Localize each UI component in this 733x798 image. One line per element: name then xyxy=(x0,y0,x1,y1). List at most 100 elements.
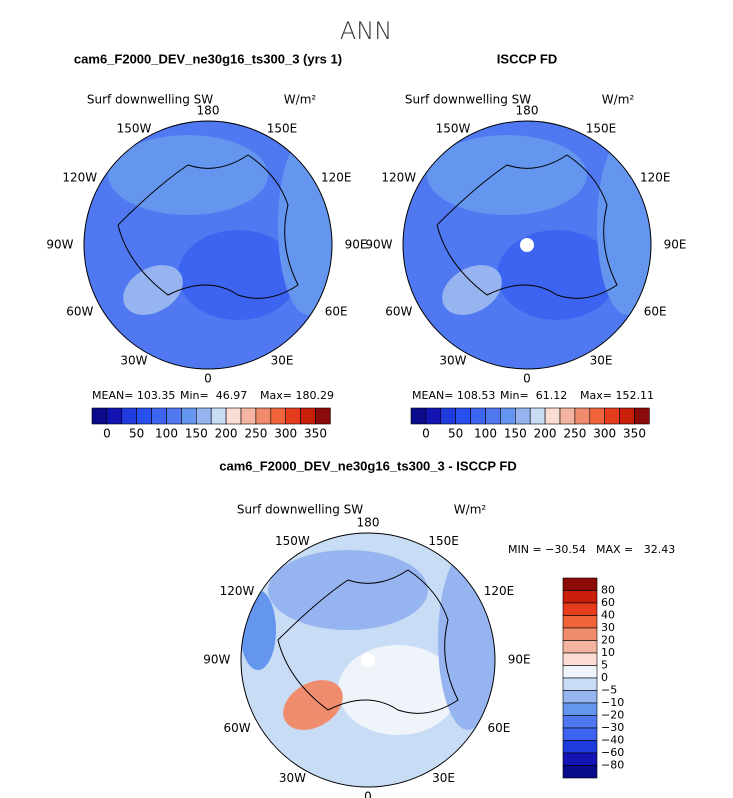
panel-title: cam6_F2000_DEV_ne30g16_ts300_3 (yrs 1) xyxy=(74,51,342,66)
colorbar-label: 150 xyxy=(504,427,527,441)
colorbar-box xyxy=(315,407,331,425)
variable-label: Surf downwelling SW xyxy=(237,503,363,517)
colorbar-box xyxy=(166,407,182,425)
colorbar-label: 50 xyxy=(129,427,144,441)
stat-label: Min= 46.97 xyxy=(180,389,247,402)
longitude-label: 120W xyxy=(62,171,97,185)
longitude-label: 60E xyxy=(488,721,511,735)
coastline xyxy=(277,569,459,714)
colorbar-label: −60 xyxy=(601,746,624,759)
colorbar-box xyxy=(410,407,427,425)
units-label: W/m² xyxy=(454,503,487,517)
map-region xyxy=(597,135,651,315)
colorbar-box xyxy=(619,407,635,425)
longitude-label: 0 xyxy=(523,371,531,385)
longitude-label: 90E xyxy=(345,238,368,252)
map xyxy=(241,533,495,787)
units-label: W/m² xyxy=(602,93,635,107)
colorbar-box xyxy=(121,407,138,425)
colorbar-box xyxy=(91,407,108,425)
longitude-label: 90W xyxy=(365,238,392,252)
pole-gap xyxy=(361,653,375,667)
colorbar-box xyxy=(562,702,598,716)
stat-label: MAX = 32.43 xyxy=(596,543,675,556)
longitude-label: 0 xyxy=(204,371,212,385)
colorbar-label: 150 xyxy=(185,427,208,441)
colorbar-box xyxy=(562,602,598,616)
colorbar-label: −80 xyxy=(601,759,624,772)
colorbar-box xyxy=(544,407,561,425)
map-region xyxy=(268,550,428,630)
colorbar-label: 20 xyxy=(601,634,615,647)
colorbar-label: 0 xyxy=(601,671,608,684)
map-region xyxy=(123,265,183,315)
colorbar-label: 40 xyxy=(601,609,615,622)
longitude-label: 90W xyxy=(46,238,73,252)
longitude-label: 180 xyxy=(197,104,220,118)
longitude-label: 60W xyxy=(66,304,93,318)
map-border xyxy=(240,532,496,788)
colorbar-box xyxy=(425,407,442,425)
colorbar-box xyxy=(574,407,591,425)
colorbar-label: 350 xyxy=(623,427,646,441)
colorbar-box xyxy=(634,407,650,425)
map xyxy=(84,121,332,369)
colorbar-box xyxy=(210,407,227,425)
colorbar-label: 350 xyxy=(304,427,327,441)
colorbar-box xyxy=(181,407,197,425)
longitude-label: 150E xyxy=(267,121,298,135)
colorbar-box xyxy=(514,407,531,425)
colorbar-label: 100 xyxy=(155,427,178,441)
longitude-label: 150W xyxy=(275,534,310,548)
longitude-label: 120W xyxy=(220,584,255,598)
colorbar-box xyxy=(562,740,598,754)
longitude-label: 30W xyxy=(120,354,147,368)
longitude-label: 30E xyxy=(271,354,294,368)
longitude-label: 180 xyxy=(357,516,380,530)
colorbar-box xyxy=(589,407,605,425)
colorbar-box xyxy=(136,407,152,425)
longitude-label: 120E xyxy=(640,171,671,185)
colorbar-label: 60 xyxy=(601,596,615,609)
colorbar-label: 250 xyxy=(563,427,586,441)
colorbar-box xyxy=(151,407,167,425)
colorbar-box xyxy=(562,727,598,741)
coastline xyxy=(117,154,299,299)
colorbar-box xyxy=(562,590,598,604)
colorbar-label: −5 xyxy=(601,684,617,697)
colorbar-box xyxy=(106,407,123,425)
longitude-label: 150E xyxy=(586,121,617,135)
colorbar-label: 0 xyxy=(103,427,111,441)
map-region xyxy=(427,135,587,215)
colorbar-label: −30 xyxy=(601,721,624,734)
colorbar-box xyxy=(470,407,486,425)
longitude-label: 60W xyxy=(385,304,412,318)
stat-label: Max= 152.11 xyxy=(580,389,654,402)
colorbar-box xyxy=(255,407,272,425)
colorbar-box xyxy=(440,407,456,425)
longitude-label: 120E xyxy=(321,171,352,185)
colorbar-label: −40 xyxy=(601,734,624,747)
colorbar-label: 250 xyxy=(244,427,267,441)
colorbar-box xyxy=(240,407,257,425)
colorbar-box xyxy=(559,407,576,425)
colorbar-box xyxy=(562,752,598,766)
colorbar-box xyxy=(562,652,598,666)
longitude-label: 30W xyxy=(279,771,306,785)
longitude-label: 60W xyxy=(223,721,250,735)
stat-label: Max= 180.29 xyxy=(260,389,334,402)
longitude-label: 90E xyxy=(664,238,687,252)
longitude-label: 30E xyxy=(590,354,613,368)
colorbar-label: −10 xyxy=(601,696,624,709)
colorbar-label: 10 xyxy=(601,646,615,659)
map-region xyxy=(438,550,495,730)
longitude-label: 90E xyxy=(508,653,531,667)
colorbar-label: 300 xyxy=(274,427,297,441)
colorbar-box xyxy=(562,677,598,691)
colorbar-box xyxy=(225,407,242,425)
longitude-label: 30W xyxy=(439,354,466,368)
colorbar-label: 200 xyxy=(215,427,238,441)
panel-title: cam6_F2000_DEV_ne30g16_ts300_3 - ISCCP F… xyxy=(219,458,517,473)
colorbar-box xyxy=(562,577,598,591)
